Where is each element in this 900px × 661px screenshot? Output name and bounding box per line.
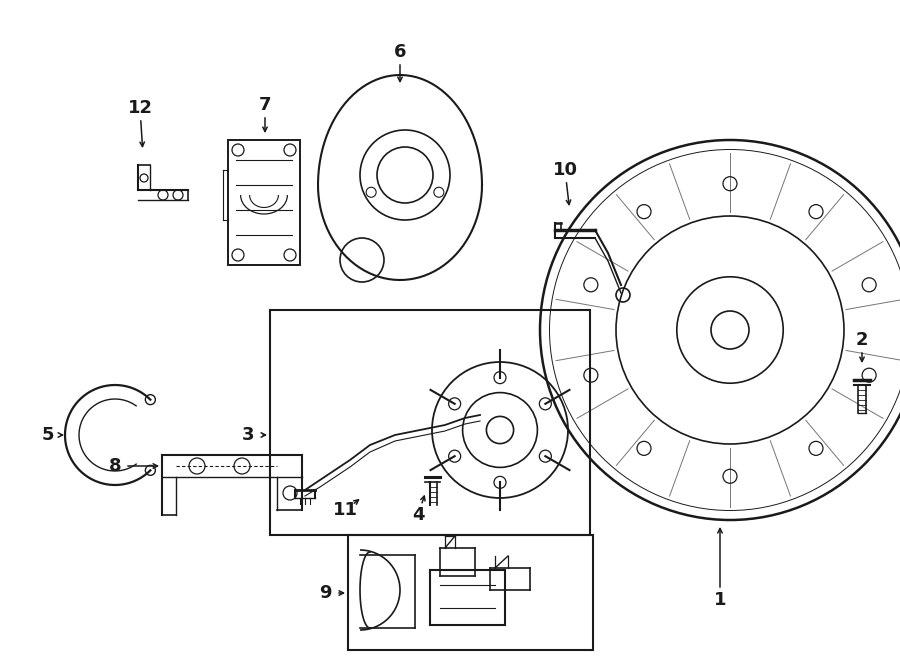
Text: 7: 7 xyxy=(259,96,271,114)
Text: 4: 4 xyxy=(412,506,424,524)
Bar xyxy=(228,140,300,265)
Text: 6: 6 xyxy=(394,43,406,61)
Bar xyxy=(348,535,593,650)
Text: 9: 9 xyxy=(319,584,331,602)
Text: 2: 2 xyxy=(856,331,868,349)
Text: 8: 8 xyxy=(109,457,122,475)
Text: 3: 3 xyxy=(242,426,254,444)
Text: 11: 11 xyxy=(332,501,357,519)
Text: 5: 5 xyxy=(41,426,54,444)
Bar xyxy=(270,310,590,535)
Text: 10: 10 xyxy=(553,161,578,179)
Text: 12: 12 xyxy=(128,99,152,117)
Text: 1: 1 xyxy=(714,591,726,609)
